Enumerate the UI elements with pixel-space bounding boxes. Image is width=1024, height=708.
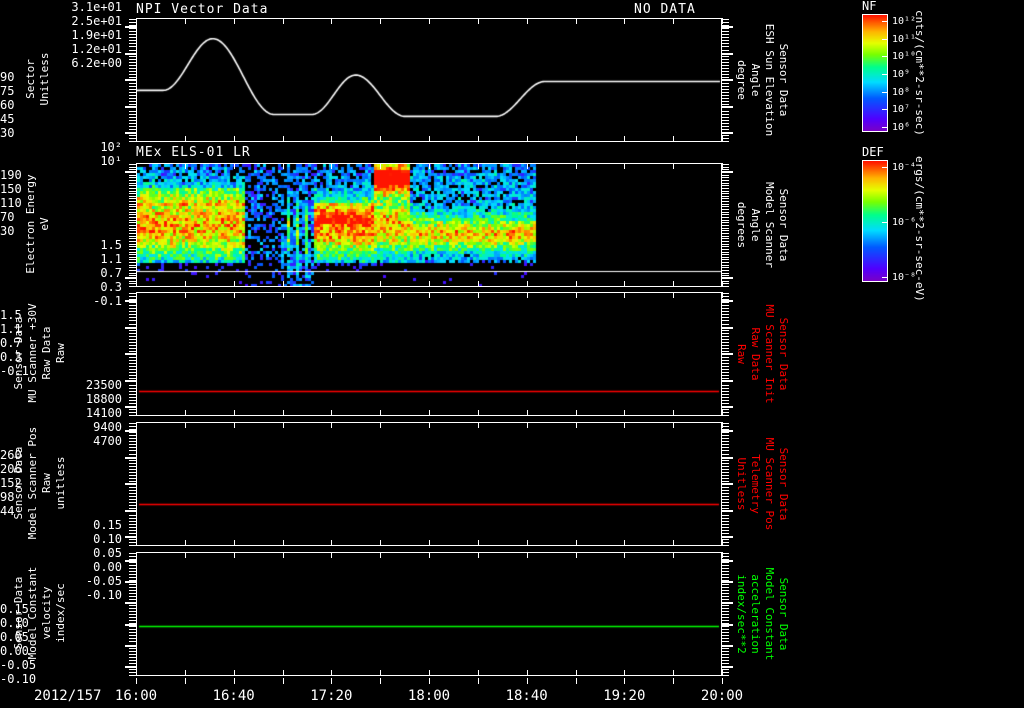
panel-1-left-tick: 1.9e+01 bbox=[71, 28, 122, 42]
panel-5-trace bbox=[137, 553, 721, 675]
panel-5-left-tick: 0.05 bbox=[93, 546, 122, 560]
panel-2-right-tick: 30 bbox=[0, 224, 15, 238]
panel-5-left-tick: 0.15 bbox=[93, 518, 122, 532]
panel-5-left-tick: -0.10 bbox=[85, 588, 122, 602]
colorbar-NF-tick: 10⁹ bbox=[892, 69, 911, 80]
panel-4-left-tick: 14100 bbox=[85, 406, 122, 420]
time-tick-label: 19:20 bbox=[603, 688, 646, 704]
panel-2-spectrogram bbox=[137, 164, 721, 286]
panel-5-frame bbox=[136, 552, 722, 676]
colorbar-NF-tick: 10⁷ bbox=[892, 104, 911, 116]
panel-5-right-tick: -0.10 bbox=[0, 672, 37, 686]
panel-3-left-tick: -0.1 bbox=[93, 294, 122, 308]
panel-1-right-tick: 45 bbox=[0, 112, 15, 126]
panel-4-right-tick: 44 bbox=[0, 504, 15, 518]
colorbar-NF bbox=[862, 14, 888, 132]
panel-5-left-tick: 0.10 bbox=[93, 532, 122, 546]
panel-5-left-tick: 0.00 bbox=[93, 560, 122, 574]
no-data-label: NO DATA bbox=[634, 2, 696, 17]
panel-3-left-tick: 0.3 bbox=[100, 280, 122, 294]
colorbar-DEF-title: DEF bbox=[862, 145, 884, 159]
panel-2-right-tick: 70 bbox=[0, 210, 15, 224]
colorbar-NF-unit: cnts/(cm**2-sr-sec) bbox=[913, 10, 926, 136]
panel-5-right-tick: 0.00 bbox=[0, 644, 29, 658]
panel-4-trace bbox=[137, 423, 721, 545]
panel-2-frame bbox=[136, 163, 722, 287]
panel-3-trace bbox=[137, 293, 721, 415]
panel-2-left-tick: 10² bbox=[100, 140, 122, 154]
panel-4-left-tick: 9400 bbox=[93, 420, 122, 434]
panel-5-right-tick: 0.10 bbox=[0, 616, 29, 630]
time-axis: 16:00 16:40 17:20 18:00 18:40 19:20 20:00 bbox=[0, 678, 1024, 708]
panel-1-left-tick: 1.2e+01 bbox=[71, 42, 122, 56]
colorbar-NF-title: NF bbox=[862, 0, 877, 13]
colorbar-DEF-tick: 10⁻⁸ bbox=[892, 272, 917, 283]
panel-1-right-tick: 60 bbox=[0, 98, 15, 112]
date-label: 2012/157 bbox=[34, 688, 102, 704]
panel-1-frame bbox=[136, 18, 722, 142]
colorbar-DEF bbox=[862, 160, 888, 282]
colorbar-NF-tick: 10¹¹ bbox=[892, 33, 917, 45]
panel-5-right-tick: 0.15 bbox=[0, 602, 29, 616]
panel-1-trace bbox=[137, 19, 721, 141]
panel-4-right-tick: 152 bbox=[0, 476, 22, 490]
panel-4-left-tick: 18800 bbox=[85, 392, 122, 406]
colorbar-DEF-tick: 10⁻⁴ bbox=[892, 162, 917, 173]
panel-2-right-tick: 190 bbox=[0, 168, 22, 182]
panel-1-left-tick: 3.1e+01 bbox=[71, 0, 122, 14]
panel-3-right-tick: 1.5 bbox=[0, 308, 22, 322]
panel-4-left-tick: 23500 bbox=[85, 378, 122, 392]
panel-4-frame bbox=[136, 422, 722, 546]
panel-1-right-tick: 30 bbox=[0, 126, 15, 140]
panel-2-title: MEx ELS-01 LR bbox=[136, 145, 251, 160]
colorbar-gradient bbox=[863, 15, 887, 131]
colorbar-NF-tick: 10⁸ bbox=[892, 86, 911, 98]
panel-1-right-tick: 75 bbox=[0, 84, 15, 98]
panel-2-right-tick: 110 bbox=[0, 196, 22, 210]
panel-5-left-tick: -0.05 bbox=[85, 574, 122, 588]
time-tick-label: 16:40 bbox=[212, 688, 255, 704]
colorbar-DEF-unit: ergs/(cm**2-sr-sec-eV) bbox=[913, 156, 926, 302]
panel-5-right-tick: -0.05 bbox=[0, 658, 37, 672]
panel-3-right-tick: -0.1 bbox=[0, 364, 29, 378]
panel-4-right-tick: 98 bbox=[0, 490, 15, 504]
panel-1-left-tick: 2.5e+01 bbox=[71, 14, 122, 28]
colorbar-NF-tick: 10¹² bbox=[892, 16, 917, 27]
panel-1-right-tick: 90 bbox=[0, 70, 15, 84]
time-tick-label: 18:00 bbox=[407, 688, 451, 704]
panel-4-right-tick: 206 bbox=[0, 462, 22, 476]
time-tick-label: 16:00 bbox=[114, 688, 158, 704]
panel-3-left-tick: 1.1 bbox=[100, 252, 122, 266]
panel-3-right-tick: 0.3 bbox=[0, 350, 22, 364]
time-tick-label: 17:20 bbox=[310, 688, 353, 704]
panel-2-right-tick: 150 bbox=[0, 182, 22, 196]
panel-2-left-tick: 10¹ bbox=[100, 154, 122, 168]
panel-3-left-tick: 0.7 bbox=[100, 266, 122, 280]
panel-5-right-tick: 0.05 bbox=[0, 630, 29, 644]
panel-3-right-tick: 0.7 bbox=[0, 336, 22, 350]
panel-1-left-tick: 6.2e+00 bbox=[71, 56, 122, 70]
panel-1-title: NPI Vector Data bbox=[136, 2, 269, 17]
colorbar-gradient bbox=[863, 161, 887, 281]
time-tick-label: 18:40 bbox=[505, 688, 548, 704]
time-tick-label: 20:00 bbox=[700, 688, 744, 704]
panel-4-right-tick: 260 bbox=[0, 448, 22, 462]
panel-3-left-tick: 1.5 bbox=[100, 238, 122, 252]
colorbar-DEF-tick: 10⁻⁶ bbox=[892, 217, 917, 228]
panel-3-right-tick: 1.1 bbox=[0, 322, 22, 336]
panel-4-left-tick: 4700 bbox=[93, 434, 122, 448]
colorbar-NF-tick: 10¹⁰ bbox=[892, 51, 917, 63]
colorbar-NF-tick: 10⁶ bbox=[892, 122, 911, 133]
